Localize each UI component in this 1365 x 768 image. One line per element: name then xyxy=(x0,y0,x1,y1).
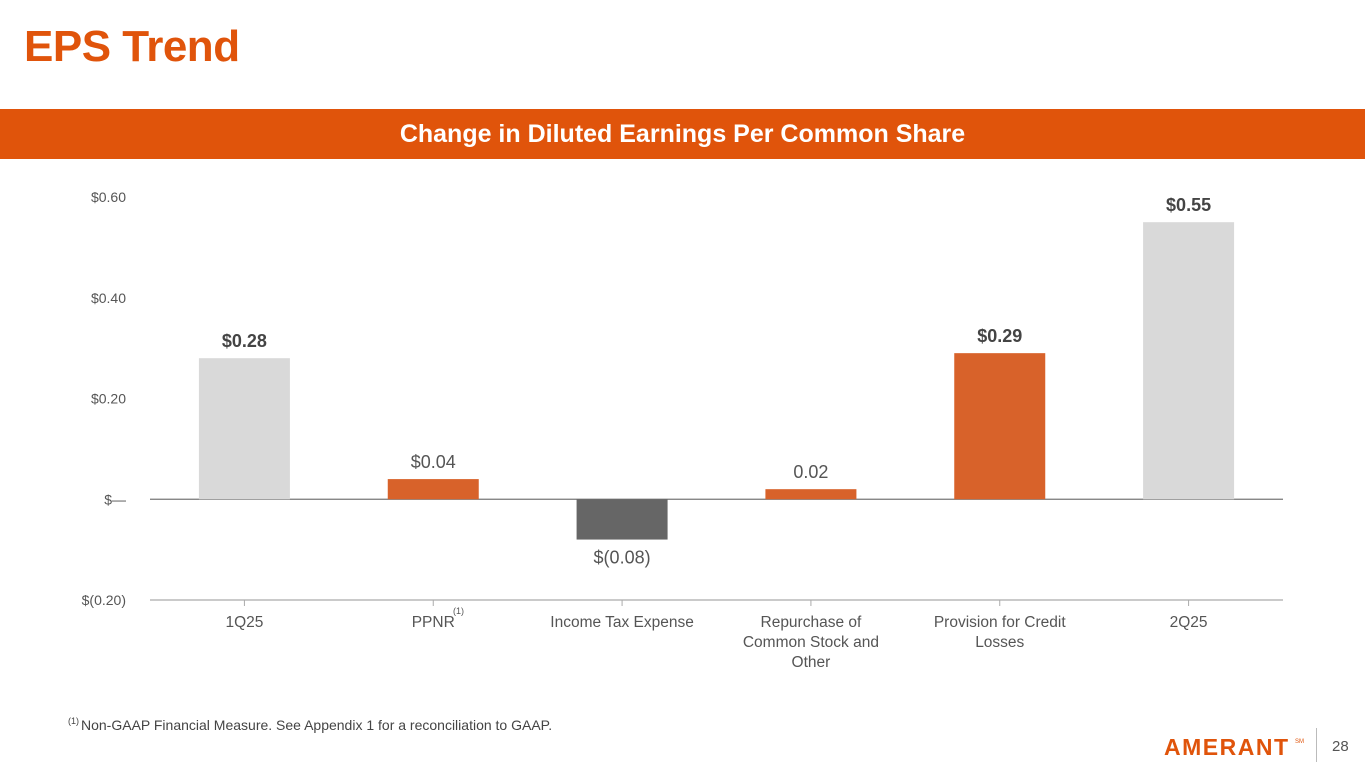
data-label: $0.04 xyxy=(411,452,456,472)
footnote-marker: (1) xyxy=(68,716,79,726)
y-tick-label: $0.60 xyxy=(91,189,126,205)
chart-title: Change in Diluted Earnings Per Common Sh… xyxy=(399,119,966,148)
x-tick-label: 2Q25 xyxy=(1170,614,1208,631)
x-tick-label: Other xyxy=(792,654,831,671)
x-tick-label: Common Stock and xyxy=(743,634,879,651)
bar-ppnr xyxy=(387,479,479,500)
data-label: $0.28 xyxy=(222,331,267,351)
x-tick-superscript: (1) xyxy=(453,606,464,616)
page-title: EPS Trend xyxy=(24,22,240,71)
logo-text: AMERANT xyxy=(1164,734,1290,759)
page-number: 28 xyxy=(1332,738,1349,755)
y-tick-label: $— xyxy=(104,491,126,507)
bar-repurchase-of-common-stock-and-other xyxy=(765,489,857,500)
data-label: $0.55 xyxy=(1166,195,1211,215)
bar-1q25 xyxy=(198,358,290,500)
logo-mark: SM xyxy=(1295,739,1304,745)
y-tick-label: $0.40 xyxy=(91,290,126,306)
chart-banner: Change in Diluted Earnings Per Common Sh… xyxy=(0,109,1365,159)
data-label: $(0.08) xyxy=(594,548,651,568)
x-tick-label: Losses xyxy=(975,634,1024,651)
y-tick-label: $(0.20) xyxy=(82,592,126,608)
bar-income-tax-expense xyxy=(576,499,668,540)
x-tick-label: Repurchase of xyxy=(761,614,863,631)
x-tick-label: Provision for Credit xyxy=(934,614,1066,631)
eps-waterfall-chart: $0.60 $0.40 $0.20 $— $(0.20) $0.28 1Q25 $0.04 PP… xyxy=(82,189,1283,671)
x-tick-label: Income Tax Expense xyxy=(550,614,694,631)
data-label: 0.02 xyxy=(793,462,828,482)
bar-2q25 xyxy=(1143,222,1235,500)
y-tick-label: $0.20 xyxy=(91,391,126,407)
x-tick-label: 1Q25 xyxy=(225,614,263,631)
x-tick-label: PPNR xyxy=(412,614,455,631)
data-label: $0.29 xyxy=(977,326,1022,346)
bar-provision-for-credit-losses xyxy=(954,353,1046,500)
footnote-text: Non-GAAP Financial Measure. See Appendix… xyxy=(81,717,553,733)
amerant-logo: AMERANT SM xyxy=(1164,734,1304,759)
logo-divider xyxy=(1316,728,1317,762)
footnote: (1) Non-GAAP Financial Measure. See Appen… xyxy=(68,716,552,733)
